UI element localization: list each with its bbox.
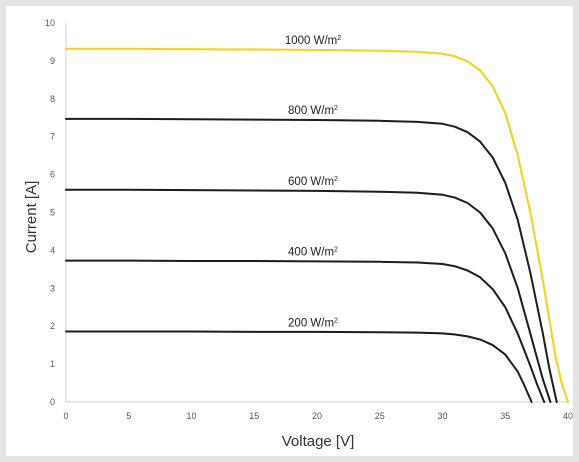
x-tick-label: 0	[63, 411, 68, 421]
x-axis-ticks: 0 5 10 15 20 25 30 35 40	[63, 411, 573, 421]
y-tick-label: 0	[50, 397, 55, 407]
x-tick-label: 35	[500, 411, 510, 421]
y-tick-label: 9	[50, 56, 55, 66]
x-axis-title: Voltage [V]	[282, 433, 355, 450]
y-tick-label: 4	[50, 245, 55, 255]
y-tick-label: 6	[50, 170, 55, 180]
series-label: 800 W/m2	[288, 105, 338, 117]
chart-frame: 0 1 2 3 4 5 6 7 8 9 10 0 5 10 15 20 25 30 35 40 1000 W/m2 8…	[6, 6, 573, 456]
y-tick-label: 8	[50, 94, 55, 104]
series-label-superscript: 2	[334, 247, 338, 254]
x-tick-label: 10	[186, 411, 196, 421]
x-tick-label: 40	[563, 411, 573, 421]
series-line	[65, 47, 569, 403]
x-tick-label: 30	[437, 411, 447, 421]
y-tick-label: 1	[50, 359, 55, 369]
y-tick-label: 5	[50, 208, 55, 218]
series-line	[65, 117, 558, 403]
series-label-superscript: 2	[334, 105, 338, 112]
series-label: 200 W/m2	[288, 318, 338, 330]
series-label-text: 200 W/m	[288, 318, 334, 330]
series-label-text: 800 W/m	[288, 105, 334, 117]
series-label: 1000 W/m2	[285, 35, 341, 47]
series-label: 400 W/m2	[288, 247, 338, 259]
axes	[65, 23, 568, 403]
x-tick-label: 20	[312, 411, 322, 421]
series-label-superscript: 2	[334, 318, 338, 325]
series-label-superscript: 2	[334, 176, 338, 183]
series-label-text: 600 W/m	[288, 176, 334, 188]
y-axis-ticks: 0 1 2 3 4 5 6 7 8 9 10	[45, 18, 55, 407]
series-label-superscript: 2	[337, 35, 341, 42]
x-tick-label: 5	[126, 411, 131, 421]
series-line	[65, 330, 533, 403]
x-tick-label: 25	[375, 411, 385, 421]
series-label: 600 W/m2	[288, 176, 338, 188]
y-tick-label: 10	[45, 18, 55, 28]
x-tick-label: 15	[249, 411, 259, 421]
series-label-text: 400 W/m	[288, 247, 334, 259]
series-label-text: 1000 W/m	[285, 35, 337, 47]
y-tick-label: 2	[50, 321, 55, 331]
y-tick-label: 3	[50, 283, 55, 293]
series-line	[65, 188, 552, 403]
series-lines	[65, 47, 569, 403]
y-axis-title: Current [A]	[23, 181, 40, 254]
y-tick-label: 7	[50, 132, 55, 142]
series-line	[65, 259, 546, 403]
